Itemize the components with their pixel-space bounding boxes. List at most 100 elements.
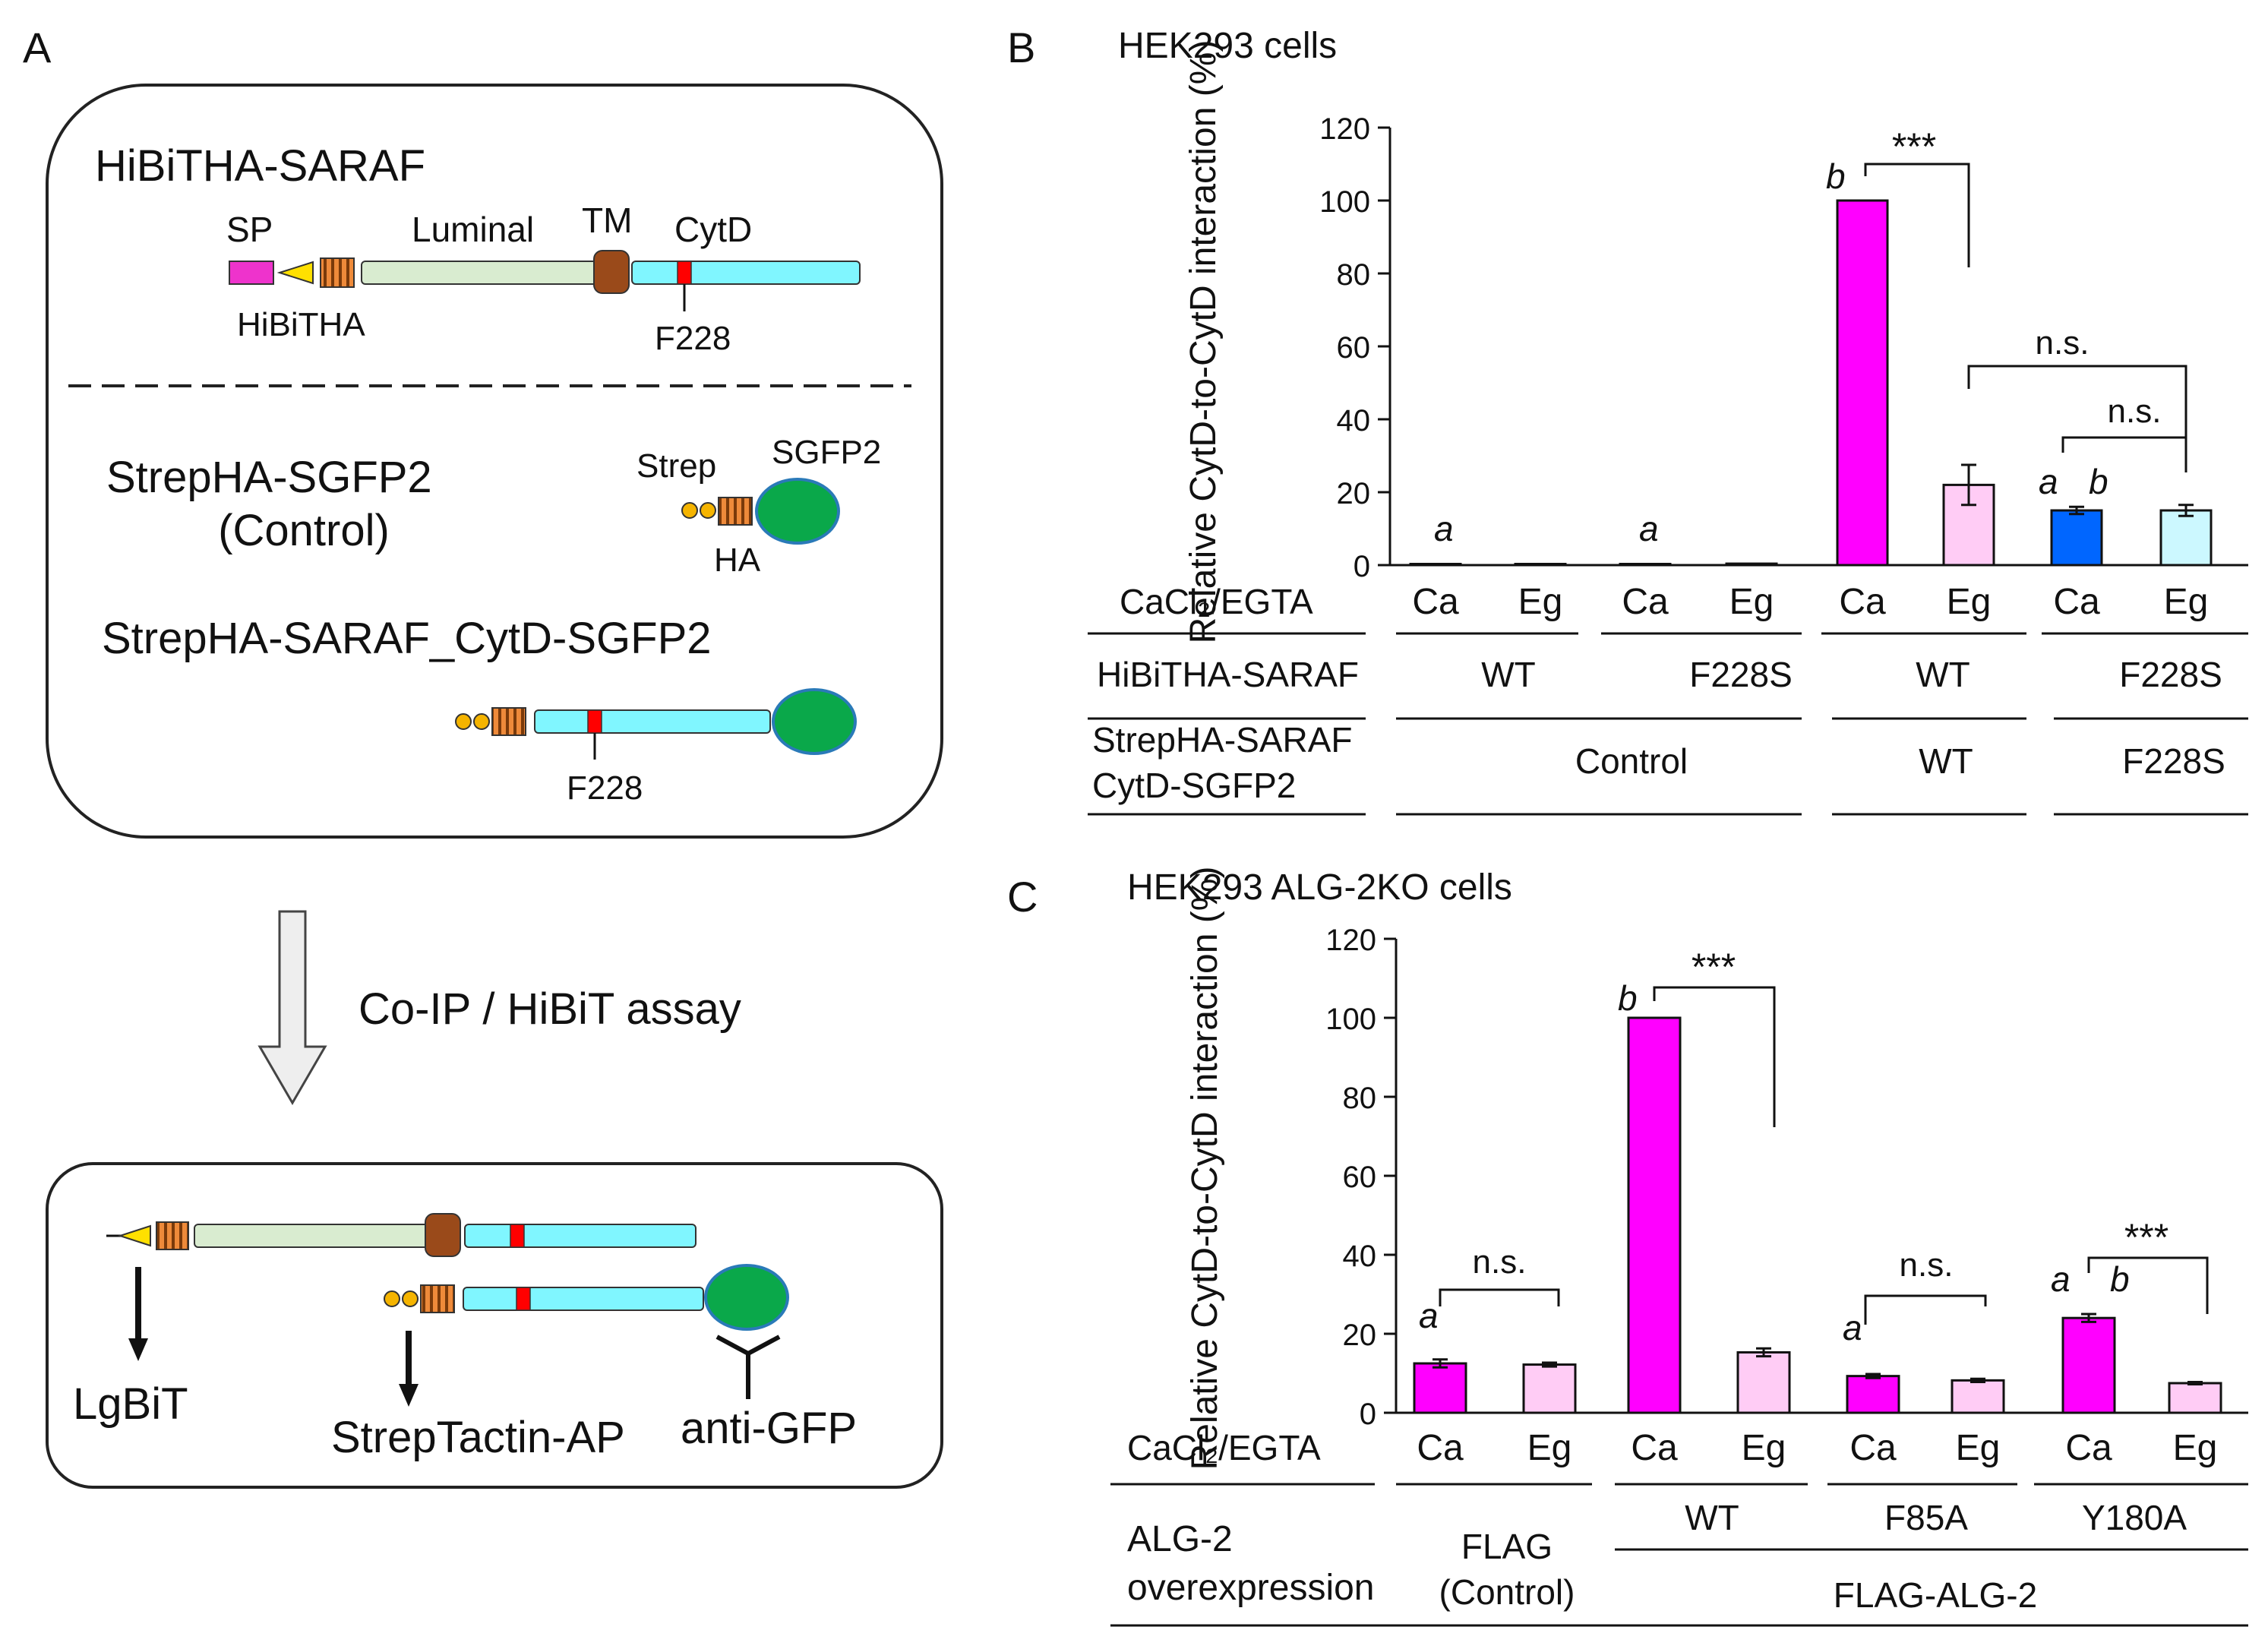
category-label: Ca bbox=[1631, 1428, 1678, 1468]
hibit-triangle bbox=[276, 261, 314, 285]
category-label: Eg bbox=[1742, 1428, 1786, 1468]
hibitha-wt-1: WT bbox=[1481, 655, 1536, 694]
y-tick-label: 100 bbox=[1325, 1003, 1376, 1036]
ha-label: HA bbox=[714, 542, 761, 579]
y-tick-label: 120 bbox=[1325, 924, 1376, 957]
row-label-strepha-2: CytD-SGFP2 bbox=[1092, 766, 1296, 805]
mutant-wt: WT bbox=[1685, 1498, 1739, 1537]
hibitha-saraf-title: HiBiTHA-SARAF bbox=[95, 141, 425, 191]
chart-b-annotations: a a b *** n.s. n.s. a b bbox=[1434, 125, 2187, 548]
letter-a: a bbox=[2051, 1259, 2071, 1299]
bar bbox=[2159, 509, 2213, 567]
f228-label-1: F228 bbox=[655, 320, 731, 357]
category-label: Eg bbox=[1527, 1428, 1572, 1468]
bar bbox=[1522, 1363, 1577, 1414]
detection-cytd-construct bbox=[384, 1264, 789, 1331]
sig-bracket-wt bbox=[1653, 986, 1776, 1127]
antibody-icon bbox=[715, 1335, 781, 1399]
cytd-sgfp2-construct bbox=[455, 688, 857, 760]
hibitha-label: HiBiTHA bbox=[237, 306, 365, 343]
ns-label-flag: n.s. bbox=[1473, 1243, 1527, 1281]
y-tick-label: 60 bbox=[1337, 331, 1371, 365]
bar bbox=[1619, 563, 1672, 567]
category-label: Ca bbox=[1849, 1428, 1897, 1468]
cytd-construct-title: StrepHA-SARAF_CytD-SGFP2 bbox=[102, 614, 712, 663]
bar bbox=[1836, 199, 1889, 567]
y-tick-label: 0 bbox=[1354, 550, 1370, 583]
bar bbox=[1846, 1375, 1900, 1414]
constructs-box bbox=[46, 84, 943, 839]
category-label: Ca bbox=[1839, 582, 1886, 622]
chart-b-table: CaCl₂/EGTA Ca Eg Ca Eg Ca Eg Ca Eg HiBiTHA-SARA… bbox=[1088, 582, 2248, 816]
letter-b: b bbox=[2089, 462, 2108, 501]
sgfp2-barrel bbox=[755, 478, 840, 545]
bar bbox=[1514, 563, 1567, 567]
cytd-domain bbox=[534, 709, 771, 734]
bar bbox=[1627, 1016, 1682, 1414]
detection-hibit-construct bbox=[106, 1213, 697, 1257]
ns-label-f85a: n.s. bbox=[1900, 1246, 1954, 1284]
hibitha-saraf-construct bbox=[229, 250, 861, 311]
sig-stars: *** bbox=[1892, 125, 1936, 168]
row-label-cacl2: CaCl₂/EGTA bbox=[1120, 582, 1313, 621]
sig-bracket-y180a bbox=[2087, 1256, 2209, 1314]
control-title: StrepHA-SGFP2 bbox=[106, 453, 432, 502]
letter-a: a bbox=[2039, 462, 2058, 501]
cytd-domain bbox=[631, 261, 861, 285]
y-tick-label: 80 bbox=[1337, 258, 1371, 292]
control-subtitle: (Control) bbox=[218, 506, 390, 555]
mutant-y180a: Y180A bbox=[2082, 1498, 2187, 1537]
ns-bracket-outer bbox=[1967, 365, 2187, 472]
category-label: Eg bbox=[2164, 582, 2209, 622]
sig-bracket-wt bbox=[1864, 163, 1970, 267]
strepha-control: Control bbox=[1575, 741, 1688, 781]
y-tick-label: 80 bbox=[1343, 1082, 1377, 1115]
bar bbox=[1413, 1362, 1467, 1414]
category-label: Ca bbox=[1622, 582, 1669, 622]
ns-bracket-f85a bbox=[1864, 1294, 1987, 1325]
bar bbox=[1942, 483, 1995, 567]
sig-stars-wt: *** bbox=[1692, 946, 1736, 988]
category-label: Eg bbox=[1947, 582, 1992, 622]
down-arrow-lgbit bbox=[128, 1267, 148, 1361]
category-label: Eg bbox=[1956, 1428, 2001, 1468]
sp-domain bbox=[229, 261, 274, 285]
letter-a: a bbox=[1434, 509, 1454, 548]
down-arrow-streptactin bbox=[399, 1331, 419, 1407]
assay-arrow bbox=[257, 910, 327, 1105]
row-label-hibitha: HiBiTHA-SARAF bbox=[1097, 655, 1359, 694]
mutant-f85a: F85A bbox=[1884, 1498, 1968, 1537]
y-tick-label: 20 bbox=[1337, 477, 1371, 510]
letter-b: b bbox=[2110, 1259, 2130, 1299]
tm-label: TM bbox=[582, 201, 632, 240]
sgfp2-barrel bbox=[772, 688, 857, 755]
f228-mark bbox=[677, 261, 692, 285]
ha-tag bbox=[491, 707, 526, 736]
control-construct bbox=[681, 478, 840, 545]
chart-c-table: CaCl₂/EGTA Ca Eg Ca Eg Ca Eg Ca Eg ALG-2 overex… bbox=[1110, 1428, 2248, 1627]
tm-domain bbox=[593, 250, 630, 294]
strepha-f228s: F228S bbox=[2122, 741, 2225, 781]
strep-bead bbox=[700, 502, 716, 519]
cytd-domain bbox=[463, 1287, 704, 1311]
sp-label: SP bbox=[226, 210, 273, 249]
assay-label: Co-IP / HiBiT assay bbox=[359, 984, 741, 1034]
cytd-domain bbox=[464, 1224, 697, 1248]
row-label-cacl2: CaCl₂/EGTA bbox=[1127, 1428, 1321, 1467]
strep-label: Strep bbox=[636, 447, 716, 485]
y-tick-label: 0 bbox=[1360, 1398, 1376, 1431]
y-tick-label: 20 bbox=[1343, 1319, 1377, 1352]
anti-gfp-label: anti-GFP bbox=[681, 1404, 857, 1453]
ha-tag bbox=[156, 1221, 189, 1250]
category-label: Eg bbox=[1518, 582, 1563, 622]
category-label: Eg bbox=[1729, 582, 1774, 622]
bar bbox=[1736, 1350, 1791, 1414]
chart-b-bars bbox=[1409, 199, 2213, 567]
bar bbox=[1409, 563, 1462, 567]
category-label: Eg bbox=[2173, 1428, 2218, 1468]
chart-b-ticks: 0 20 40 60 80 100 120 bbox=[1319, 112, 1390, 583]
bar bbox=[2061, 1316, 2116, 1414]
panel-b-letter: B bbox=[1007, 24, 1035, 71]
chart-c-ticks: 0 20 40 60 80 100 120 bbox=[1325, 924, 1396, 1431]
